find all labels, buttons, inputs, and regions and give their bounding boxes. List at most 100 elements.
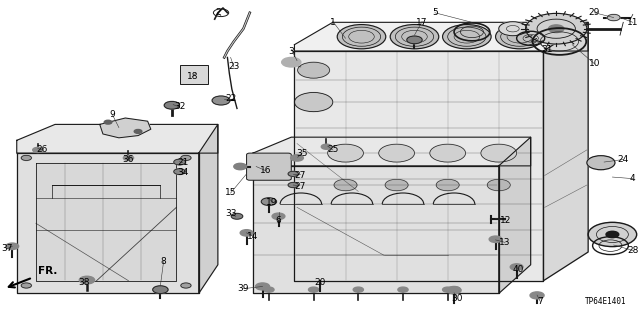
Circle shape <box>328 144 364 162</box>
Circle shape <box>430 144 465 162</box>
Text: 28: 28 <box>627 246 639 255</box>
Text: 31: 31 <box>541 45 552 54</box>
FancyBboxPatch shape <box>180 65 208 84</box>
Text: 12: 12 <box>499 216 511 225</box>
Text: 40: 40 <box>512 265 524 274</box>
Polygon shape <box>100 118 151 138</box>
Text: 20: 20 <box>314 278 326 287</box>
Circle shape <box>436 179 459 191</box>
Circle shape <box>448 286 460 293</box>
Circle shape <box>398 287 408 292</box>
Circle shape <box>510 264 523 270</box>
Circle shape <box>499 22 527 36</box>
Circle shape <box>321 144 332 149</box>
Circle shape <box>33 147 43 152</box>
Text: 5: 5 <box>432 8 438 17</box>
Circle shape <box>489 236 502 242</box>
Circle shape <box>234 163 246 170</box>
Text: 15: 15 <box>225 189 236 197</box>
Circle shape <box>353 287 364 292</box>
Text: 32: 32 <box>174 102 185 111</box>
Text: 21: 21 <box>177 158 188 167</box>
Circle shape <box>607 14 620 21</box>
Circle shape <box>261 198 276 205</box>
Circle shape <box>104 120 112 124</box>
Text: 23: 23 <box>228 63 239 71</box>
Circle shape <box>288 171 298 176</box>
Polygon shape <box>17 124 218 153</box>
Text: 4: 4 <box>630 174 636 183</box>
Text: 24: 24 <box>618 155 629 164</box>
Text: 16: 16 <box>260 166 271 175</box>
Text: 8: 8 <box>161 257 166 266</box>
Text: 33: 33 <box>225 209 236 218</box>
Circle shape <box>174 159 186 165</box>
Text: 18: 18 <box>187 72 198 81</box>
Polygon shape <box>36 163 177 281</box>
Text: 6: 6 <box>276 216 282 225</box>
Circle shape <box>21 155 31 160</box>
Circle shape <box>255 283 269 290</box>
Circle shape <box>385 179 408 191</box>
Text: 29: 29 <box>589 8 600 17</box>
Circle shape <box>79 276 95 284</box>
Circle shape <box>588 222 637 247</box>
Polygon shape <box>198 124 218 293</box>
Text: FR.: FR. <box>38 266 57 276</box>
Text: 27: 27 <box>294 171 305 180</box>
Circle shape <box>606 231 619 238</box>
Circle shape <box>174 169 186 174</box>
Circle shape <box>272 213 285 219</box>
Text: 11: 11 <box>627 18 639 27</box>
Circle shape <box>164 101 180 109</box>
Circle shape <box>587 156 615 170</box>
Circle shape <box>548 25 564 33</box>
Circle shape <box>525 13 587 44</box>
Polygon shape <box>253 166 499 293</box>
Polygon shape <box>253 137 531 166</box>
Circle shape <box>481 144 516 162</box>
Polygon shape <box>543 22 588 281</box>
Text: 30: 30 <box>451 294 463 303</box>
Circle shape <box>153 286 168 293</box>
Text: 13: 13 <box>499 238 511 247</box>
Text: 39: 39 <box>237 284 249 293</box>
Circle shape <box>443 287 452 292</box>
Circle shape <box>134 130 142 133</box>
Text: 36: 36 <box>123 155 134 164</box>
Circle shape <box>308 287 319 292</box>
Text: 10: 10 <box>589 59 600 68</box>
Polygon shape <box>294 22 588 51</box>
Circle shape <box>379 144 415 162</box>
Polygon shape <box>294 51 543 281</box>
Circle shape <box>181 155 191 160</box>
Circle shape <box>298 62 330 78</box>
Circle shape <box>212 96 230 105</box>
Circle shape <box>495 25 544 49</box>
Circle shape <box>181 283 191 288</box>
Circle shape <box>294 93 333 112</box>
Text: 34: 34 <box>177 168 188 177</box>
Polygon shape <box>499 137 531 293</box>
Text: 27: 27 <box>294 182 305 191</box>
Circle shape <box>6 243 19 249</box>
Polygon shape <box>17 153 198 293</box>
Circle shape <box>282 57 301 67</box>
Circle shape <box>334 179 357 191</box>
Circle shape <box>124 155 134 160</box>
Circle shape <box>443 25 491 49</box>
Text: 22: 22 <box>225 94 236 103</box>
Circle shape <box>291 155 303 161</box>
Circle shape <box>407 36 422 44</box>
Text: 19: 19 <box>266 198 278 207</box>
Text: 35: 35 <box>296 149 308 158</box>
Text: 7: 7 <box>538 297 543 306</box>
Circle shape <box>487 179 510 191</box>
Text: 14: 14 <box>247 232 259 241</box>
Text: 37: 37 <box>1 244 13 253</box>
Text: 9: 9 <box>109 110 115 119</box>
FancyBboxPatch shape <box>246 153 291 180</box>
Circle shape <box>447 287 461 294</box>
Circle shape <box>21 283 31 288</box>
Text: 1: 1 <box>330 18 335 27</box>
